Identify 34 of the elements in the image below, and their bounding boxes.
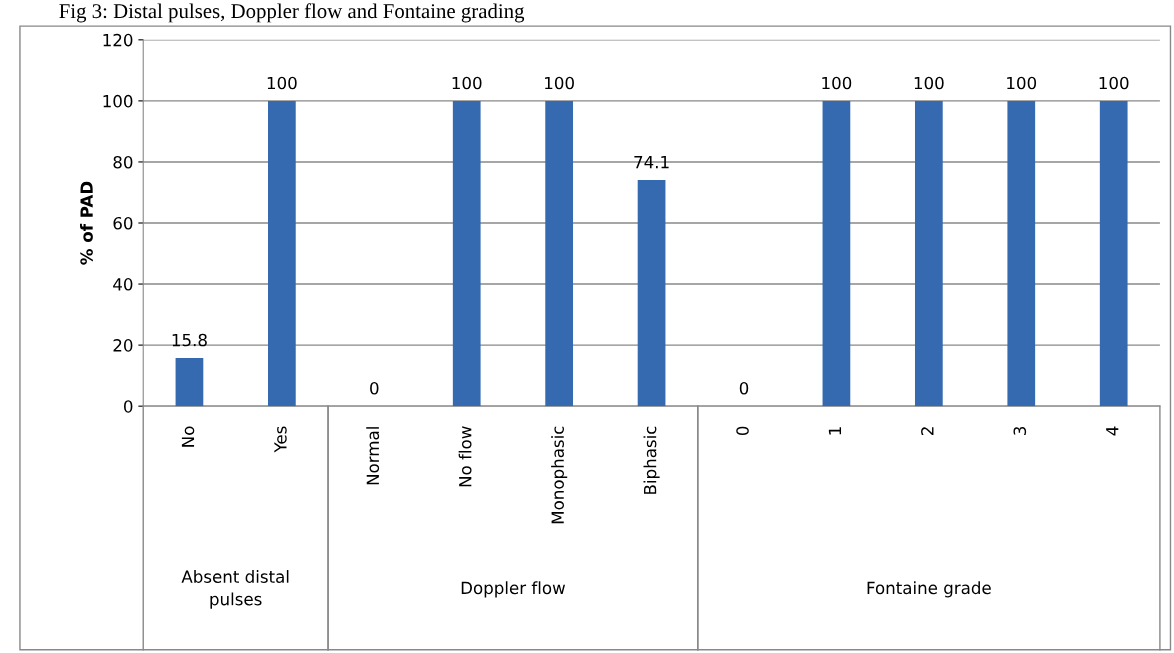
x-tick-label: 0	[736, 426, 749, 436]
text: Absent distal pulses	[181, 570, 289, 609]
x-tick-label: 1	[828, 427, 842, 435]
text: Fontaine grade	[867, 581, 991, 598]
data-label: 100	[452, 76, 482, 90]
x-tick-label: 2	[921, 427, 934, 435]
y-tick-label: 100	[103, 94, 133, 108]
y-tick-label: 120	[103, 33, 133, 47]
data-label: 100	[545, 76, 574, 90]
data-label: 100	[822, 76, 852, 90]
y-tick-label: 40	[113, 278, 133, 291]
x-tick-label: 4	[1106, 426, 1119, 436]
data-label: 15.8	[172, 333, 207, 347]
x-tick-label: Yes	[274, 426, 287, 453]
x-tick-label: 3	[1013, 426, 1027, 435]
data-label: 100	[1007, 76, 1037, 90]
data-label: 100	[914, 76, 944, 90]
x-tick-label: No	[181, 426, 195, 447]
data-label: 100	[1099, 76, 1129, 90]
x-tick-label: Biphasic	[643, 426, 660, 494]
y-tick-label: 0	[124, 400, 133, 413]
data-label: 0	[370, 382, 379, 395]
y-axis-title: % of PAD	[80, 181, 93, 265]
y-tick-label: 60	[113, 216, 133, 230]
data-label: 100	[267, 76, 297, 90]
y-tick-label: 20	[113, 339, 133, 352]
x-tick-label: No flow	[458, 426, 472, 487]
data-label: 0	[739, 382, 749, 395]
x-tick-label: Monophasic	[551, 426, 568, 524]
chart-title: Fig 3: Distal pulses, Doppler flow and Fontaine grading	[59, 3, 525, 23]
text: Doppler flow	[461, 581, 566, 598]
data-label: 74.1	[634, 156, 669, 169]
x-tick-label: Normal	[366, 427, 380, 485]
y-tick-label: 80	[113, 155, 133, 169]
